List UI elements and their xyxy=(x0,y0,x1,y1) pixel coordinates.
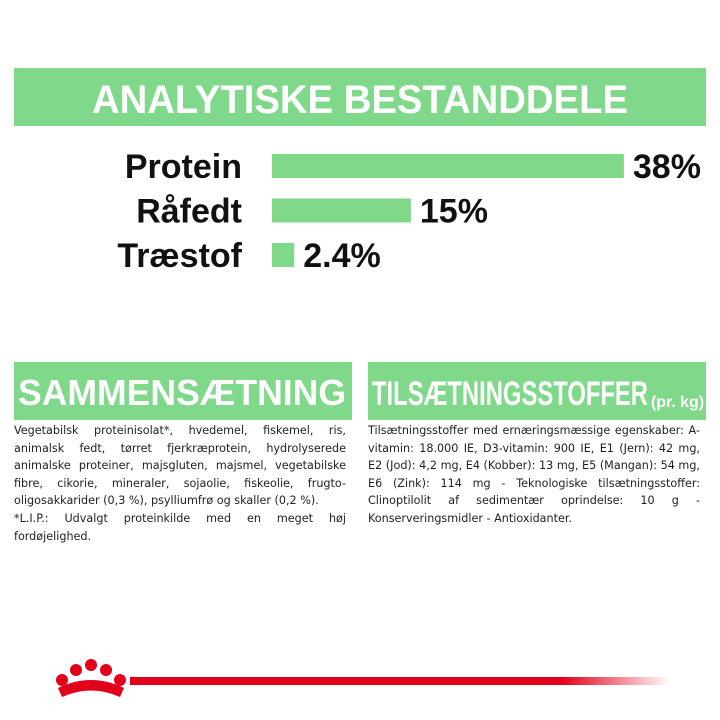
value-label: 38% xyxy=(633,148,701,186)
value-label: 15% xyxy=(420,193,488,231)
bar xyxy=(272,243,295,267)
composition-note: *L.I.P.: Udvalgt proteinkilde med en meg… xyxy=(14,511,346,543)
value-label: 2.4% xyxy=(303,237,381,275)
additives-banner xyxy=(368,362,706,420)
composition-body: Vegetabilsk proteinisolat*, hvedemel, fi… xyxy=(14,422,346,545)
additives-unit: (pr. kg) xyxy=(651,394,704,411)
footer-line xyxy=(130,677,670,685)
chart-title: ANALYTISKE BESTANDDELE xyxy=(92,78,628,122)
bar xyxy=(272,154,624,178)
additives-body: Tilsætningsstoffer med ernæringsmæssige … xyxy=(368,422,700,528)
category-label: Protein xyxy=(125,148,242,186)
composition-banner xyxy=(14,362,352,420)
category-label: Råfedt xyxy=(136,193,242,231)
bar xyxy=(272,198,411,223)
bar-chart: Protein 38% Råfedt 15% Træstof 2.4% xyxy=(117,148,701,275)
logo xyxy=(56,659,126,697)
category-label: Træstof xyxy=(117,237,242,275)
composition-title: SAMMENSÆTNING xyxy=(18,372,346,413)
additives-text: Tilsætningsstoffer med ernæringsmæssige … xyxy=(368,424,700,525)
additives-title: TILSÆTNINGSSTOFFER xyxy=(372,375,648,413)
title-banner xyxy=(14,68,706,126)
composition-text: Vegetabilsk proteinisolat*, hvedemel, fi… xyxy=(14,424,346,508)
